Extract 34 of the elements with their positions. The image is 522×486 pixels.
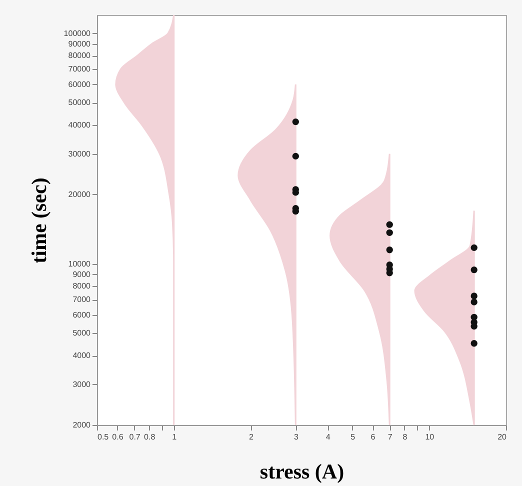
y-tick-label: 100000 [64, 28, 92, 38]
x-axis-title: stress (A) [260, 460, 344, 484]
y-tick-label: 10000 [68, 259, 92, 268]
x-tick-label: 6 [370, 432, 376, 442]
x-tick-label: 10 [425, 432, 435, 442]
y-tick-label: 40000 [68, 120, 92, 130]
x-tick-label: 4 [326, 432, 331, 442]
x-tick-label: 3 [294, 432, 299, 442]
x-tick-label: 0.6 [112, 432, 124, 442]
y-tick-label: 8000 [72, 282, 92, 291]
y-tick-label: 5000 [72, 328, 92, 338]
y-tick-label: 2000 [72, 420, 92, 430]
y-tick-label: 6000 [72, 310, 92, 320]
x-tick-label: 0.8 [144, 432, 156, 442]
y-tick-label: 9000 [72, 270, 92, 279]
y-tick-label: 3000 [72, 380, 92, 389]
x-tick-label: 5 [350, 432, 356, 442]
x-tick-label: 20 [498, 432, 508, 442]
x-tick-label: 8 [402, 432, 408, 442]
y-tick-label: 60000 [68, 80, 92, 89]
x-tick-label: 1 [172, 432, 178, 442]
y-tick-label: 70000 [68, 64, 92, 74]
x-tick-label: 0.7 [129, 432, 141, 442]
y-tick-label: 4000 [72, 351, 92, 360]
x-tick-label: 7 [388, 432, 393, 442]
x-tick-label: 2 [248, 432, 254, 442]
y-tick-label: 7000 [72, 295, 92, 304]
y-tick-label: 90000 [68, 39, 92, 48]
y-axis-title: time (sec) [26, 178, 51, 264]
y-tick-label: 30000 [68, 149, 92, 158]
y-tick-label: 20000 [68, 190, 92, 199]
y-tick-label: 80000 [68, 51, 92, 60]
y-tick-label: 50000 [68, 98, 92, 108]
x-tick-label: 0.5 [98, 432, 110, 442]
